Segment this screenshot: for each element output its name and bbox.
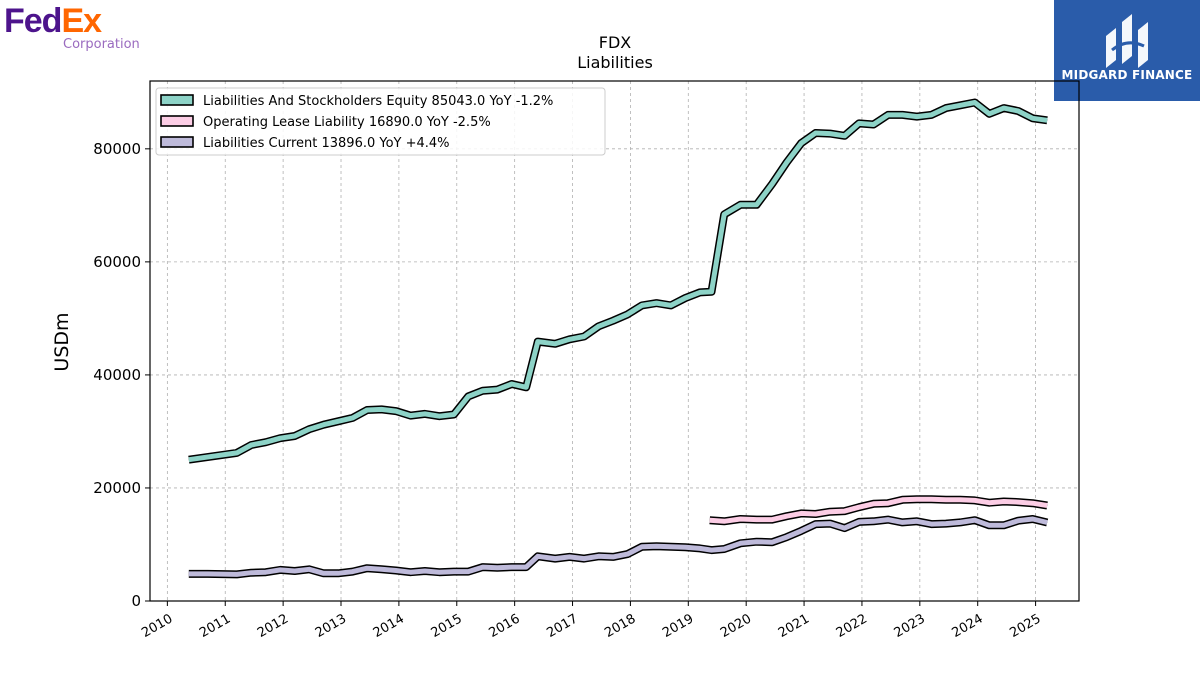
y-tick-label: 20000 <box>93 479 141 497</box>
plot-frame <box>149 80 1080 602</box>
x-tick-label: 2018 <box>602 611 638 641</box>
legend-label: Liabilities And Stockholders Equity 8504… <box>203 94 553 109</box>
legend-box <box>155 87 606 156</box>
x-tick-label: 2016 <box>486 611 522 641</box>
y-tick-label: 0 <box>131 592 141 610</box>
x-tick-label: 2022 <box>834 611 870 641</box>
midgard-finance-emblem-icon <box>1054 0 1200 101</box>
legend-label: Operating Lease Liability 16890.0 YoY -2… <box>203 115 491 130</box>
x-tick-label: 2019 <box>660 611 696 641</box>
legend-swatch <box>160 115 194 127</box>
x-tick-label: 2021 <box>776 611 812 641</box>
y-axis-label: USDm <box>51 312 73 371</box>
legend-label: Liabilities Current 13896.0 YoY +4.4% <box>203 136 450 151</box>
series-line <box>188 100 1048 463</box>
y-tick-label: 60000 <box>93 253 141 271</box>
y-tick-label: 40000 <box>93 366 141 384</box>
x-tick-label: 2015 <box>429 611 465 641</box>
fedex-logo: FedEx Corporation <box>4 2 140 52</box>
fedex-logo-subtitle: Corporation <box>63 37 140 52</box>
series-outline <box>188 515 1049 579</box>
midgard-finance-logo: MIDGARD FINANCE <box>1054 0 1200 101</box>
legend: Liabilities And Stockholders Equity 8504… <box>155 87 606 156</box>
series-line <box>709 496 1048 524</box>
axis-ticks: 0 20000 40000 60000 80000 2010 2011 2012 2013 201… <box>93 140 1043 641</box>
x-tick-label: 2017 <box>544 611 580 641</box>
fedex-logo-ex: Ex <box>61 2 102 40</box>
x-tick-label: 2011 <box>197 611 233 641</box>
legend-swatch <box>160 136 194 148</box>
x-tick-label: 2023 <box>892 611 928 641</box>
series-line <box>188 516 1048 577</box>
chart-subtitle: Liabilities <box>577 53 653 72</box>
x-tick-label: 2020 <box>718 611 754 641</box>
x-tick-label: 2013 <box>313 611 349 641</box>
series-outline <box>188 98 1048 464</box>
x-tick-label: 2014 <box>371 611 407 641</box>
chart-title: FDX <box>599 33 632 52</box>
grid-lines <box>150 81 1079 601</box>
y-tick-label: 80000 <box>93 140 141 158</box>
x-tick-label: 2012 <box>255 611 291 641</box>
legend-swatch <box>160 94 194 106</box>
x-tick-label: 2025 <box>1007 611 1043 641</box>
fedex-logo-fed: Fed <box>4 2 62 40</box>
x-tick-label: 2010 <box>139 611 175 641</box>
midgard-finance-text: MIDGARD FINANCE <box>1061 68 1193 82</box>
x-tick-label: 2024 <box>950 611 986 641</box>
series-lines <box>188 98 1049 579</box>
